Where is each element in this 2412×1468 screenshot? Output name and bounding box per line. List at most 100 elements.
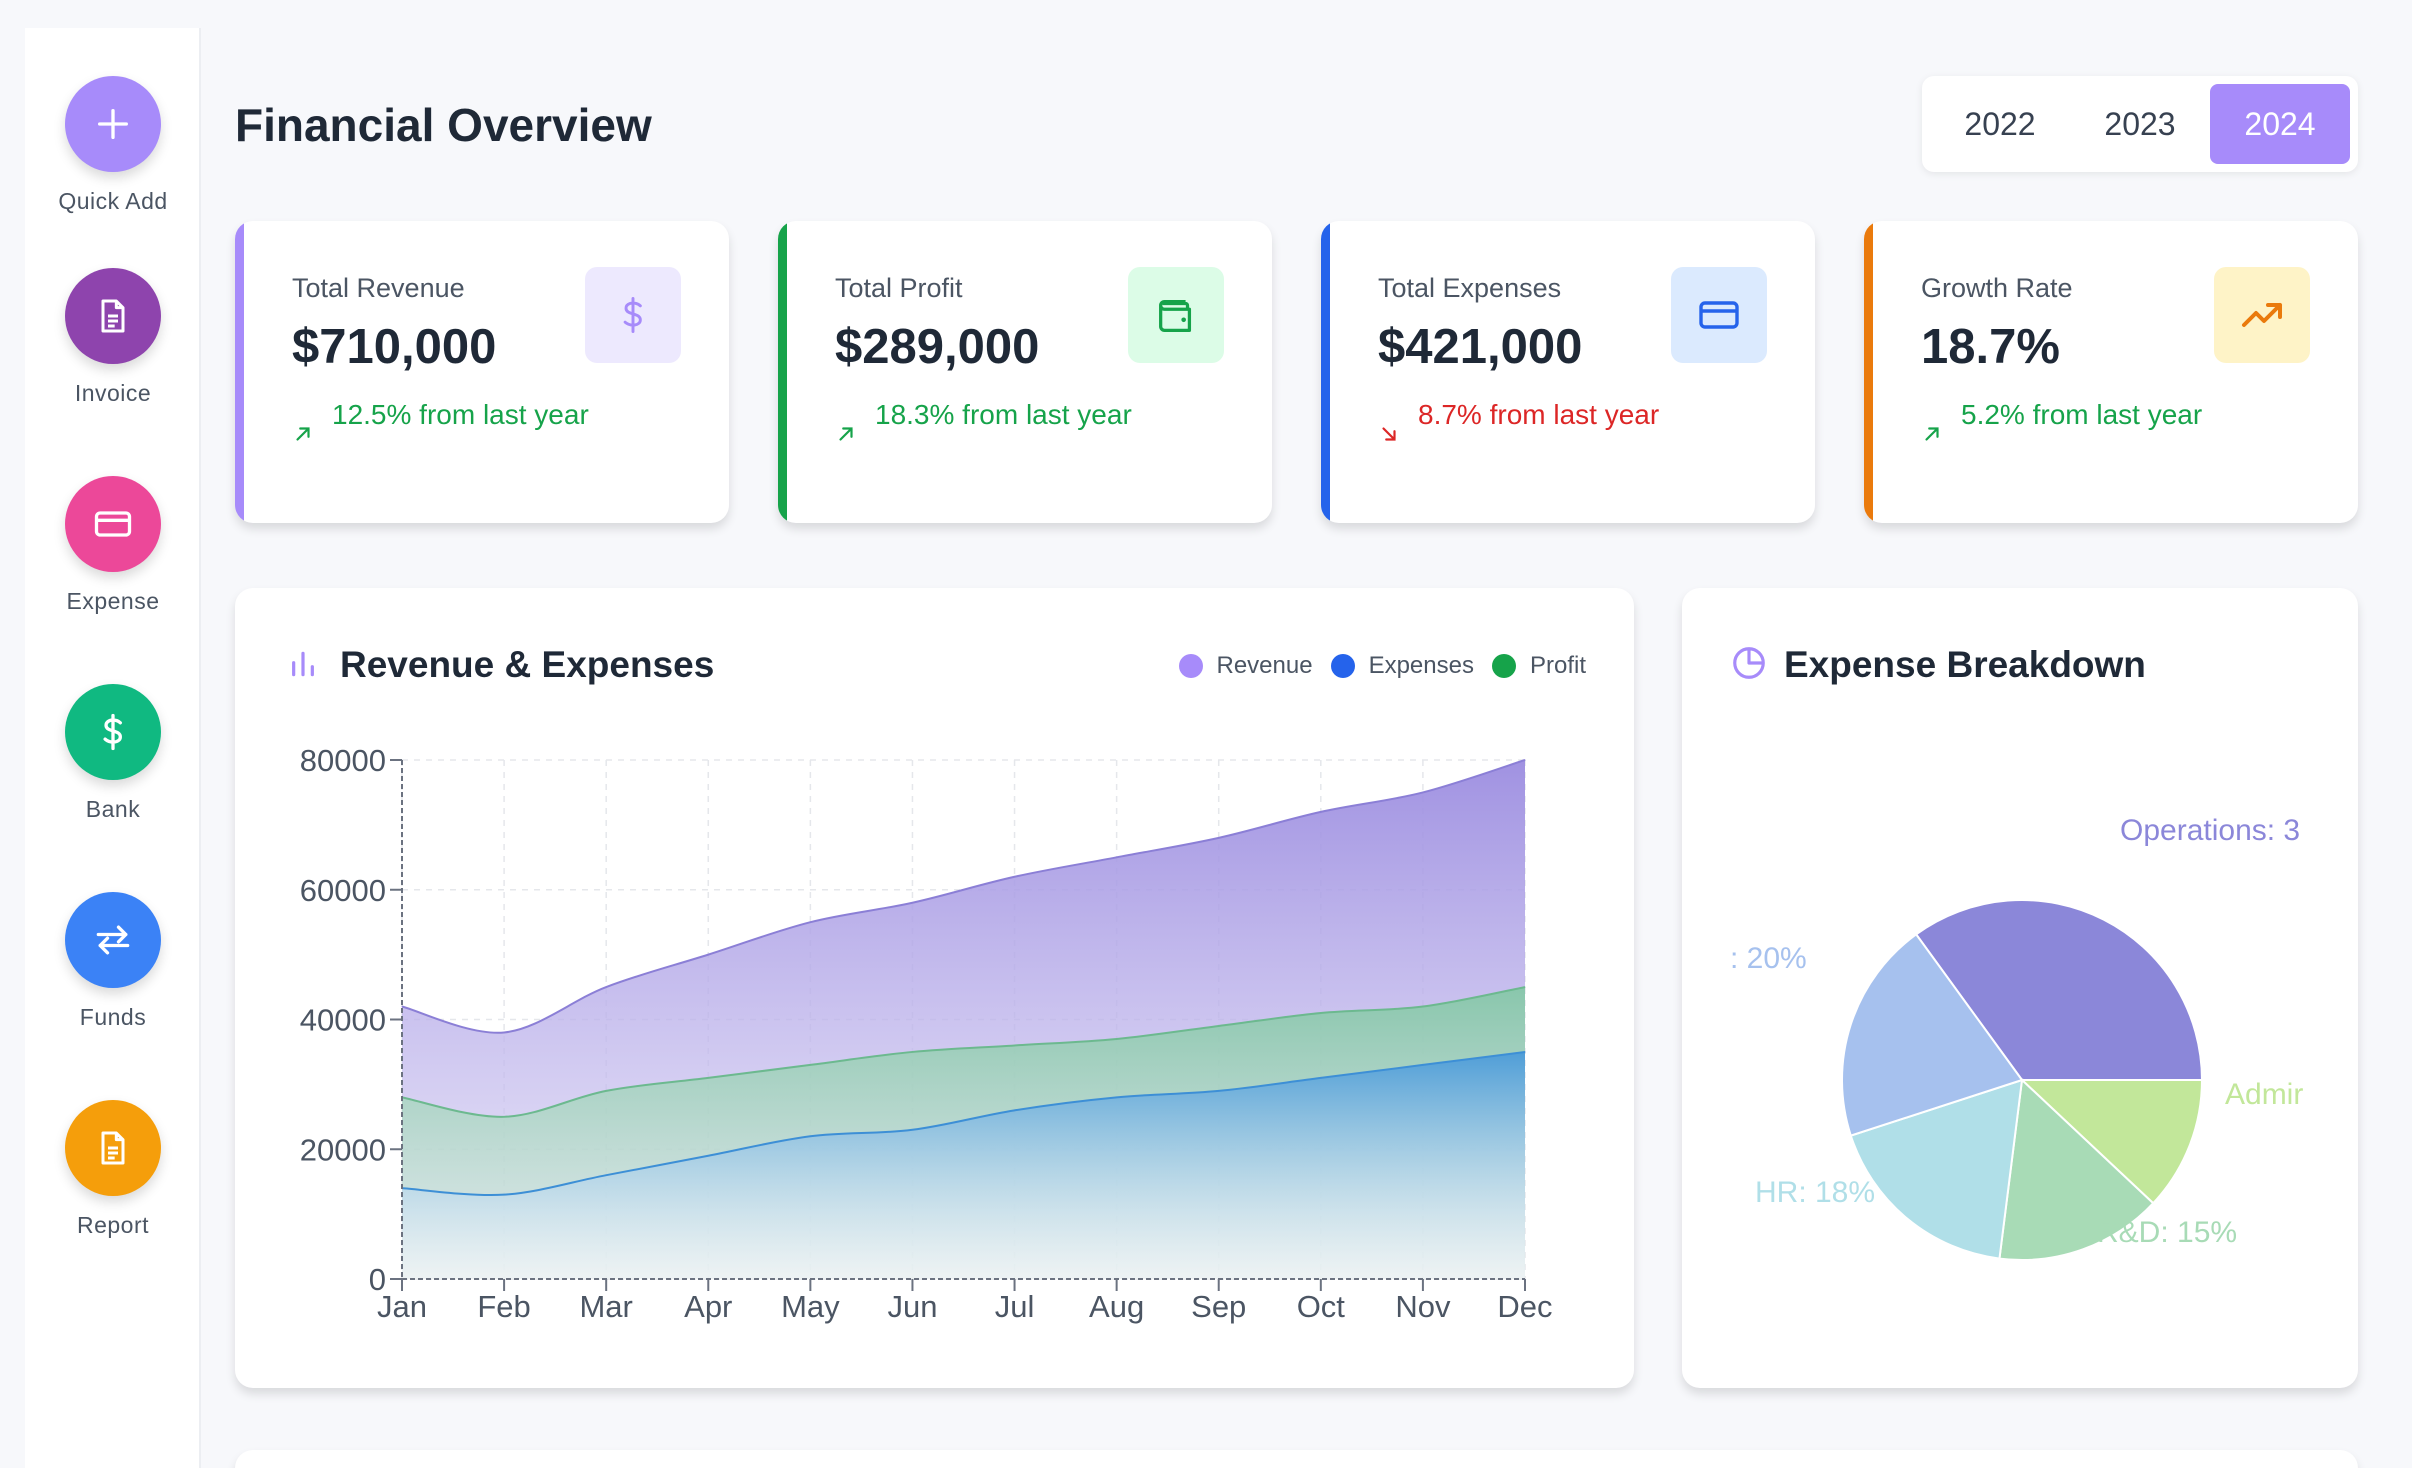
year-2023-button[interactable]: 2023: [2104, 105, 2176, 142]
trend-up-icon: [839, 427, 853, 441]
stat-label: Growth Rate: [1921, 273, 2073, 303]
quick-add-button[interactable]: [65, 76, 161, 172]
trend-down-icon: [1382, 427, 1396, 441]
panel-title: Revenue & Expenses: [340, 644, 715, 685]
quick-add-action[interactable]: Quick Add: [25, 76, 201, 215]
dollar-icon: [623, 297, 642, 333]
data-point-profit: [1218, 1025, 1220, 1027]
line-profit: [401, 986, 1526, 1118]
y-tick-label: 40000: [300, 1003, 386, 1038]
total-profit-card: Total Profit $289,000 18.3% from last ye…: [778, 221, 1272, 523]
data-point-profit: [707, 1077, 709, 1079]
report-button[interactable]: [65, 1100, 161, 1196]
card-accent-bar: [235, 221, 244, 523]
expense-button[interactable]: [65, 476, 161, 572]
legend-dot: [1178, 654, 1203, 678]
line-expenses: [401, 1050, 1526, 1197]
data-point-revenue: [605, 986, 607, 988]
page-title: Financial Overview: [235, 99, 652, 151]
year-2022-button[interactable]: 2022: [1964, 105, 2036, 142]
invoice-action[interactable]: Invoice: [25, 268, 201, 407]
legend-label: Revenue: [1216, 652, 1313, 679]
bottom-panel: [235, 1450, 2358, 1468]
data-point-expenses: [1524, 1051, 1526, 1053]
card-accent-bar: [778, 221, 787, 523]
pie-chart-area: Operations: 3 : 20% HR: 18% R&D: 15% Adm…: [1730, 718, 2310, 1358]
x-tick-label: Sep: [1191, 1289, 1246, 1324]
data-point-expenses: [911, 1129, 913, 1131]
data-point-revenue: [401, 1006, 403, 1008]
legend-dot: [1491, 654, 1516, 678]
revenue-expenses-chart: Jan Feb Mar Apr May Jun Jul Aug Sep Oct Nov Dec 0 200…: [300, 743, 1553, 1324]
growth-rate-card: Growth Rate 18.7% 5.2% from last year: [1864, 221, 2358, 523]
x-tick-label: Nov: [1395, 1289, 1451, 1324]
data-point-profit: [503, 1116, 505, 1118]
funds-action[interactable]: Funds: [25, 892, 201, 1031]
bar-chart-icon: [292, 651, 314, 677]
data-point-expenses: [1218, 1090, 1220, 1092]
y-tick-label: 80000: [300, 743, 386, 778]
bank-button[interactable]: [65, 684, 161, 780]
report-icon: [101, 1131, 125, 1165]
stat-icon-box: [585, 267, 681, 363]
legend-revenue[interactable]: Revenue: [1178, 652, 1313, 680]
legend-profit[interactable]: Profit: [1491, 652, 1586, 680]
pie-slice-operations: [1914, 899, 2204, 1081]
legend-label: Expenses: [1368, 652, 1474, 679]
area-expenses: [402, 1051, 1525, 1279]
quick-actions-sidebar: Quick Add Invoice Expense Bank Funds Rep…: [25, 28, 201, 1468]
pie-slice-rd: [1998, 1077, 2155, 1261]
report-action[interactable]: Report: [25, 1100, 201, 1239]
data-point-profit: [1320, 1012, 1322, 1014]
x-tick-label: Aug: [1089, 1289, 1144, 1324]
funds-button[interactable]: [65, 892, 161, 988]
bank-action[interactable]: Bank: [25, 684, 201, 823]
pie-label-operations: Operations: 3: [2120, 814, 2301, 847]
data-point-revenue: [503, 1031, 505, 1033]
data-point-profit: [1014, 1044, 1016, 1046]
trending-up-icon: [2242, 303, 2282, 327]
x-tick-label: Jul: [995, 1289, 1035, 1324]
expense-action[interactable]: Expense: [25, 476, 201, 615]
card-accent-bar: [1321, 221, 1330, 523]
pie-slice-marketing: [1841, 932, 2024, 1137]
data-point-profit: [1116, 1038, 1118, 1040]
chart-legend: Revenue Expenses Profit: [1161, 652, 1586, 680]
data-point-profit: [911, 1051, 913, 1053]
y-tick-label: 0: [369, 1262, 386, 1297]
data-point-revenue: [1218, 837, 1220, 839]
x-tick-label: Apr: [684, 1289, 732, 1324]
credit-card-icon: [1699, 301, 1739, 329]
x-tick-label: Jun: [887, 1289, 937, 1324]
funds-label: Funds: [79, 1004, 147, 1030]
total-expenses-card: Total Expenses $421,000 8.7% from last y…: [1321, 221, 1815, 523]
data-point-revenue: [911, 902, 913, 904]
x-tick-label: Jan: [377, 1289, 427, 1324]
wallet-icon: [1159, 299, 1192, 332]
legend-expenses[interactable]: Expenses: [1330, 652, 1474, 680]
report-label: Report: [76, 1212, 150, 1238]
data-point-revenue: [809, 921, 811, 923]
data-point-expenses: [1422, 1064, 1424, 1066]
data-point-revenue: [707, 954, 709, 956]
year-2024-button[interactable]: 2024: [2210, 84, 2350, 164]
bank-label: Bank: [85, 796, 141, 822]
expense-label: Expense: [66, 588, 160, 614]
pie-label-hr: HR: 18%: [1755, 1176, 1876, 1209]
quick-add-label: Quick Add: [58, 188, 168, 214]
data-point-profit: [809, 1064, 811, 1066]
stat-label: Total Expenses: [1378, 273, 1562, 303]
data-point-profit: [1422, 1006, 1424, 1008]
x-tick-label: Oct: [1297, 1289, 1346, 1324]
trend-text: 5.2% from last year: [1961, 399, 2203, 430]
plus-icon: [98, 109, 128, 139]
invoice-button[interactable]: [65, 268, 161, 364]
pie-label-rnd: R&D: 15%: [2097, 1216, 2238, 1249]
data-point-revenue: [1116, 856, 1118, 858]
expense-breakdown-panel: Expense Breakdown Operations: 3 : 20% HR…: [1682, 588, 2358, 1388]
card-accent-bar: [1864, 221, 1873, 523]
data-point-profit: [1524, 986, 1526, 988]
data-point-expenses: [1320, 1077, 1322, 1079]
data-point-revenue: [1320, 811, 1322, 813]
revenue-expenses-panel: Revenue & Expenses Revenue Expenses Prof…: [235, 588, 1634, 1388]
